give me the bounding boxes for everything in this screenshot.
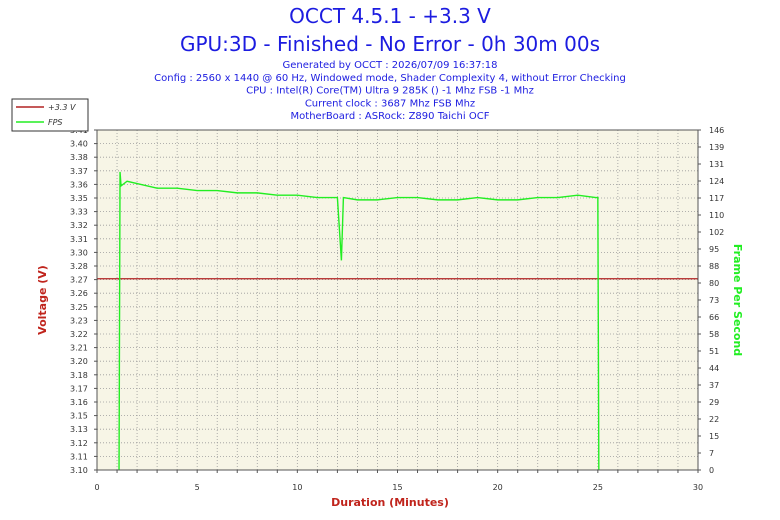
y-tick-label: 3.27 — [70, 276, 88, 285]
x-tick-label: 15 — [392, 483, 402, 492]
legend-fps-label: FPS — [48, 118, 63, 127]
y-tick-label: 3.26 — [70, 289, 88, 298]
y2-tick-label: 51 — [709, 347, 719, 356]
y-tick-label: 3.12 — [70, 439, 88, 448]
info-line: Current clock : 3687 Mhz FSB Mhz — [305, 98, 475, 109]
info-line: MotherBoard : ASRock: Z890 Taichi OCF — [291, 111, 490, 122]
y2-tick-label: 37 — [709, 381, 719, 390]
x-tick-label: 20 — [493, 483, 503, 492]
y2-tick-label: 44 — [709, 364, 719, 373]
y-tick-label: 3.17 — [70, 384, 88, 393]
y-tick-label: 3.38 — [70, 153, 88, 162]
y2-tick-label: 88 — [709, 262, 719, 271]
series — [97, 171, 698, 471]
y-tick-label: 3.11 — [70, 452, 88, 461]
chart-title: OCCT 4.5.1 - +3.3 V — [289, 4, 491, 28]
y2-tick-label: 124 — [709, 177, 724, 186]
y-axis-title: Voltage (V) — [36, 265, 49, 335]
legend-box — [11, 98, 89, 132]
info-line: CPU : Intel(R) Core(TM) Ultra 9 285K () … — [246, 86, 534, 97]
x-axis-title: Duration (Minutes) — [331, 496, 449, 509]
chart-subtitle: GPU:3D - Finished - No Error - 0h 30m 00… — [179, 32, 600, 56]
x-tick-label: 30 — [693, 483, 703, 492]
y-tick-label: 3.16 — [70, 398, 88, 407]
y-tick-label: 3.13 — [70, 425, 88, 434]
info-line: Config : 2560 x 1440 @ 60 Hz, Windowed m… — [154, 73, 626, 84]
y2-tick-label: 102 — [709, 228, 724, 237]
y-tick-label: 3.35 — [70, 194, 88, 203]
y-tick-label: 3.40 — [70, 140, 88, 149]
y2-axis-title: Frame Per Second — [731, 244, 744, 356]
y-tick-label: 3.15 — [70, 412, 88, 421]
y2-tick-label: 131 — [709, 160, 724, 169]
y2-tick-label: 117 — [709, 194, 724, 203]
y2-tick-label: 80 — [709, 279, 719, 288]
y2-tick-label: 22 — [709, 415, 719, 424]
y-tick-label: 3.28 — [70, 262, 88, 271]
y-tick-label: 3.20 — [70, 357, 88, 366]
y2-tick-label: 7 — [709, 449, 714, 458]
y-tick-label: 3.36 — [70, 180, 88, 189]
y2-tick-label: 110 — [709, 211, 724, 220]
y-tick-label: 3.22 — [70, 330, 88, 339]
y2-tick-label: 58 — [709, 330, 719, 339]
y2-tick-label: 0 — [709, 466, 714, 475]
y2-tick-label: 66 — [709, 313, 719, 322]
y2-tick-label: 15 — [709, 432, 719, 441]
y-tick-label: 3.23 — [70, 316, 88, 325]
y2-tick-label: 146 — [709, 126, 724, 135]
x-tick-label: 10 — [292, 483, 302, 492]
y2-tick-label: 139 — [709, 143, 724, 152]
y-tick-label: 3.31 — [70, 235, 88, 244]
y-tick-label: 3.21 — [70, 344, 88, 353]
y-tick-label: 3.32 — [70, 221, 88, 230]
y2-tick-label: 95 — [709, 245, 719, 254]
y2-tick-label: 73 — [709, 296, 719, 305]
info-block: Generated by OCCT : 2026/07/09 16:37:18 C… — [154, 60, 626, 122]
x-tick-label: 25 — [593, 483, 603, 492]
y-tick-label: 3.37 — [70, 167, 88, 176]
legend-voltage-label: +3.3 V — [48, 103, 76, 112]
y-tick-label: 3.33 — [70, 208, 88, 217]
y2-tick-label: 29 — [709, 398, 719, 407]
legend: +3.3 V FPS — [11, 98, 89, 132]
info-line: Generated by OCCT : 2026/07/09 16:37:18 — [282, 60, 497, 71]
y-tick-label: 3.10 — [70, 466, 88, 475]
x-tick-label: 0 — [94, 483, 99, 492]
fps-series-line — [118, 171, 600, 471]
ticks: 3.10 3.11 3.12 3.13 3.15 3.16 3.17 3.18 3.20 3.21… — [36, 126, 744, 509]
x-tick-label: 5 — [195, 483, 200, 492]
y-tick-label: 3.25 — [70, 303, 88, 312]
y-tick-label: 3.18 — [70, 371, 88, 380]
y-tick-label: 3.30 — [70, 248, 88, 257]
